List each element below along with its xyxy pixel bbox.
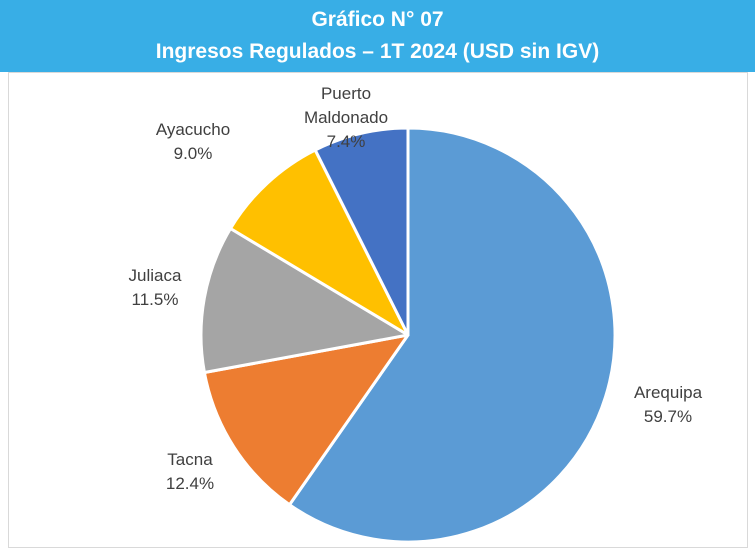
value-label: 12.4% <box>165 474 215 493</box>
category-label: Puerto Maldonado <box>303 84 389 127</box>
chart-subtitle: Ingresos Regulados – 1T 2024 (USD sin IG… <box>155 40 600 63</box>
category-label: Tacna <box>167 450 213 469</box>
chart-title: Gráfico N° 07 <box>311 8 444 31</box>
pie-slice <box>202 333 410 507</box>
slice-label: Tacna 12.4% <box>166 448 214 496</box>
value-label: 59.7% <box>643 407 693 426</box>
category-label: Ayacucho <box>155 120 231 139</box>
slice-label: Juliaca 11.5% <box>129 264 182 312</box>
pie-slice <box>199 227 410 375</box>
category-label: Juliaca <box>128 266 182 285</box>
value-label: 11.5% <box>131 290 179 309</box>
chart-header: Gráfico N° 07 Ingresos Regulados – 1T 20… <box>0 0 755 72</box>
value-label: 7.4% <box>326 132 366 151</box>
slice-label: Puerto Maldonado 7.4% <box>289 82 404 154</box>
category-label: Arequipa <box>633 383 703 402</box>
chart-frame <box>8 72 748 548</box>
pie-slice <box>288 126 617 544</box>
slice-label: Arequipa 59.7% <box>634 381 702 429</box>
slice-label: Ayacucho 9.0% <box>156 118 230 166</box>
value-label: 9.0% <box>173 144 213 163</box>
pie-slice <box>228 148 410 337</box>
pie-slice <box>313 126 410 337</box>
